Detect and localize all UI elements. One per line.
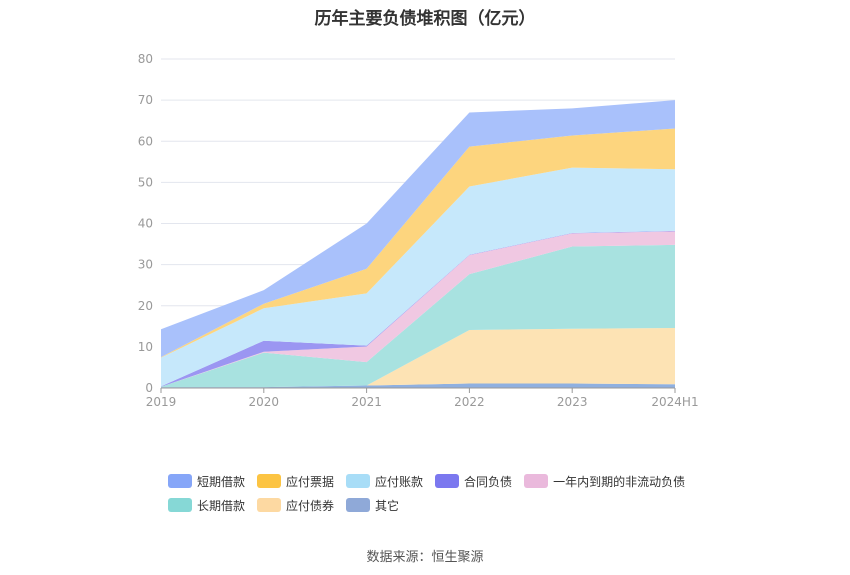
legend-swatch (168, 474, 192, 488)
x-tick-label: 2020 (249, 395, 280, 409)
legend-item[interactable]: 应付账款 (346, 472, 423, 490)
y-tick-label: 30 (138, 258, 153, 272)
area-series-3 (161, 231, 675, 387)
legend-item[interactable]: 其它 (346, 496, 399, 514)
legend: 短期借款 应付票据 应付账款 合同负债 一年内到期的非流动负债长期借款 应付债券 其它 (168, 472, 728, 514)
legend-item[interactable]: 合同负债 (435, 472, 512, 490)
x-tick-label: 2023 (557, 395, 588, 409)
y-tick-label: 80 (138, 52, 153, 66)
legend-swatch (346, 498, 371, 512)
legend-label: 应付债券 (286, 498, 335, 513)
legend-label: 应付票据 (286, 474, 335, 489)
y-tick-label: 20 (138, 299, 153, 313)
legend-swatch (346, 474, 371, 488)
y-tick-label: 10 (138, 340, 153, 354)
area-series-1 (161, 327, 675, 388)
legend-label: 长期借款 (197, 498, 246, 513)
legend-label: 合同负债 (464, 474, 513, 489)
legend-swatch (524, 474, 549, 488)
y-tick-label: 60 (138, 134, 153, 148)
legend-swatch (435, 474, 460, 488)
x-tick-label: 2022 (454, 395, 485, 409)
area-series-4 (161, 230, 675, 387)
legend-swatch (257, 474, 282, 488)
legend-swatch (257, 498, 282, 512)
legend-item[interactable]: 应付债券 (257, 496, 334, 514)
y-tick-label: 50 (138, 175, 153, 189)
area-series-7 (161, 100, 675, 358)
y-tick-label: 0 (145, 381, 153, 395)
legend-label: 一年内到期的非流动负债 (553, 474, 686, 489)
x-tick-label: 2024H1 (651, 395, 698, 409)
area-series-2 (161, 244, 675, 388)
area-series-5 (161, 167, 675, 387)
chart-title: 历年主要负债堆积图（亿元） (314, 9, 536, 29)
source-note: 数据来源：恒生聚源 (366, 550, 484, 565)
legend-item[interactable]: 短期借款 (168, 472, 245, 490)
x-tick-label: 2021 (351, 395, 382, 409)
legend-item[interactable]: 一年内到期的非流动负债 (524, 472, 685, 490)
area-series-0 (161, 383, 675, 388)
x-tick-label: 2019 (146, 395, 177, 409)
legend-swatch (168, 498, 192, 512)
area-layer (161, 100, 675, 388)
area-series-6 (161, 128, 675, 358)
y-tick-label: 70 (138, 93, 153, 107)
legend-item[interactable]: 应付票据 (257, 472, 334, 490)
legend-label: 应付账款 (375, 474, 424, 489)
legend-item[interactable]: 长期借款 (168, 496, 245, 514)
legend-label: 其它 (375, 498, 400, 513)
y-tick-label: 40 (138, 217, 153, 231)
legend-label: 短期借款 (197, 474, 246, 489)
axis-layer: 0 10 20 30 40 50 60 70 80 2019 2020 2021 2022 2023 202… (138, 52, 699, 409)
